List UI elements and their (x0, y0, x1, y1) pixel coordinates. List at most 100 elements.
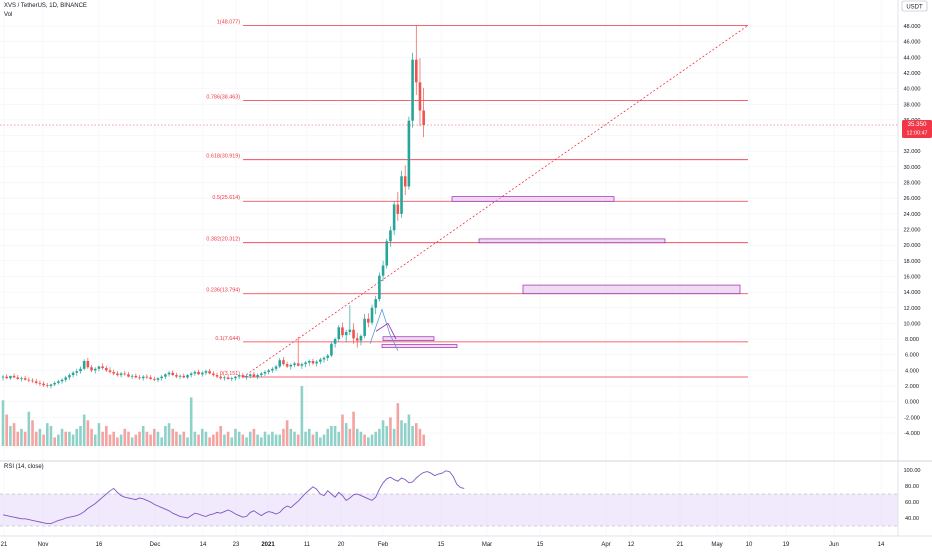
candle-body (193, 371, 197, 374)
rsi-legend[interactable]: RSI (14, close) (4, 464, 44, 470)
time-tick: Apr (601, 542, 610, 548)
candle-body (16, 377, 20, 379)
volume-bar (363, 434, 366, 446)
volume-bar (355, 428, 359, 446)
volume-bar (300, 386, 304, 446)
volume-bar (282, 428, 285, 446)
candle-body (252, 374, 256, 377)
candle-body (93, 368, 97, 371)
candle-body (200, 372, 204, 375)
candle-body (411, 59, 414, 121)
volume-bar (49, 426, 53, 446)
currency-badge[interactable]: USDT (901, 0, 928, 12)
volume-bar (178, 434, 182, 446)
candle-body (319, 359, 322, 362)
time-tick: 15 (438, 542, 445, 548)
bar-countdown: 12:00:47 (907, 131, 928, 137)
fibonacci-trend-line[interactable] (242, 25, 749, 378)
volume-bar (134, 434, 138, 446)
drawn-pattern-lines[interactable] (369, 308, 399, 351)
volume-bar (374, 431, 377, 446)
volume-bar (186, 437, 189, 446)
candle-body (226, 377, 230, 379)
candle-body (330, 343, 333, 356)
price-tick: 20.000 (903, 243, 920, 249)
volume-bar (389, 417, 392, 446)
candle-body (234, 376, 237, 379)
volume-bar (130, 437, 134, 446)
support-box (451, 196, 615, 202)
support-box (382, 336, 435, 341)
volume-bar (400, 420, 403, 446)
candle-body (296, 363, 300, 366)
fib-level-label: 1(48.077) (217, 19, 240, 25)
candle-body (322, 357, 326, 360)
volume-bar (385, 426, 389, 446)
candle-body (230, 378, 234, 380)
volume-bar (237, 431, 241, 446)
volume-bar (370, 434, 374, 446)
volume-bar (422, 434, 425, 446)
volume-bar (381, 420, 385, 446)
volume-bar (267, 434, 270, 446)
main-pane-bg (0, 0, 898, 448)
price-tick: 8.000 (905, 337, 919, 343)
volume-bar (105, 426, 108, 446)
volume-bar (230, 437, 234, 446)
price-tick: -4.000 (904, 431, 920, 437)
price-tick: 24.000 (903, 212, 920, 218)
candle-body (178, 375, 182, 377)
volume-bar (219, 426, 223, 446)
volume-bar (256, 434, 259, 446)
candle-body (108, 370, 112, 372)
volume-legend[interactable]: Vol (4, 12, 13, 18)
rsi-scale[interactable]: 100.00 80.00 60.00 40.00 (903, 468, 920, 522)
candle-body (171, 372, 175, 376)
candle-body (149, 377, 152, 379)
volume-bar (167, 423, 171, 446)
volume-bar (322, 434, 326, 446)
candle-body (97, 366, 101, 369)
candle-body (381, 265, 385, 276)
candle-body (23, 378, 27, 380)
volume-bar (274, 434, 278, 446)
candle-body (27, 379, 31, 381)
time-tick: 11 (304, 542, 311, 548)
candle-body (20, 378, 23, 380)
symbol-title[interactable]: XVS / TetherUS, 1D, BINANCE (4, 3, 87, 9)
volume-bar (108, 434, 112, 446)
candle-body (392, 204, 396, 231)
volume-bar (418, 428, 422, 446)
candle-body (344, 332, 348, 336)
price-tick: 28.000 (903, 181, 920, 187)
volume-bar (16, 431, 20, 446)
candle-body (219, 376, 223, 379)
candle-body (285, 364, 289, 367)
fib-level-label: 0.5(25.614) (212, 195, 240, 201)
candle-body (5, 376, 8, 379)
candle-body (293, 363, 296, 365)
price-tick: -2.000 (904, 415, 920, 421)
price-tick: 38.000 (903, 102, 920, 108)
volume-bar (171, 428, 175, 446)
time-tick: 14 (200, 542, 207, 548)
rsi-tick: 60.00 (905, 500, 919, 506)
volume-bar (260, 437, 263, 446)
candle-body (400, 176, 403, 214)
time-tick: May (711, 542, 722, 548)
time-tick: 19 (783, 542, 790, 548)
time-axis[interactable]: 21 Nov 16 Dec 14 23 2021 11 20 Feb 15 Mar 15 Apr 12 21 M… (1, 542, 885, 548)
candle-body (130, 375, 134, 377)
support-boxes[interactable] (381, 196, 741, 349)
candle-body (359, 335, 363, 341)
volume-bar (403, 423, 407, 446)
time-tick: 15 (537, 542, 544, 548)
candle-body (105, 368, 108, 371)
candle-body (152, 378, 156, 380)
volume-bar (45, 423, 49, 446)
volume-bar (311, 434, 315, 446)
price-scale[interactable]: 48.00046.00044.00042.00040.00038.00036.0… (903, 24, 920, 437)
price-tick: 4.000 (905, 368, 919, 374)
rsi-tick: 100.00 (903, 468, 920, 474)
